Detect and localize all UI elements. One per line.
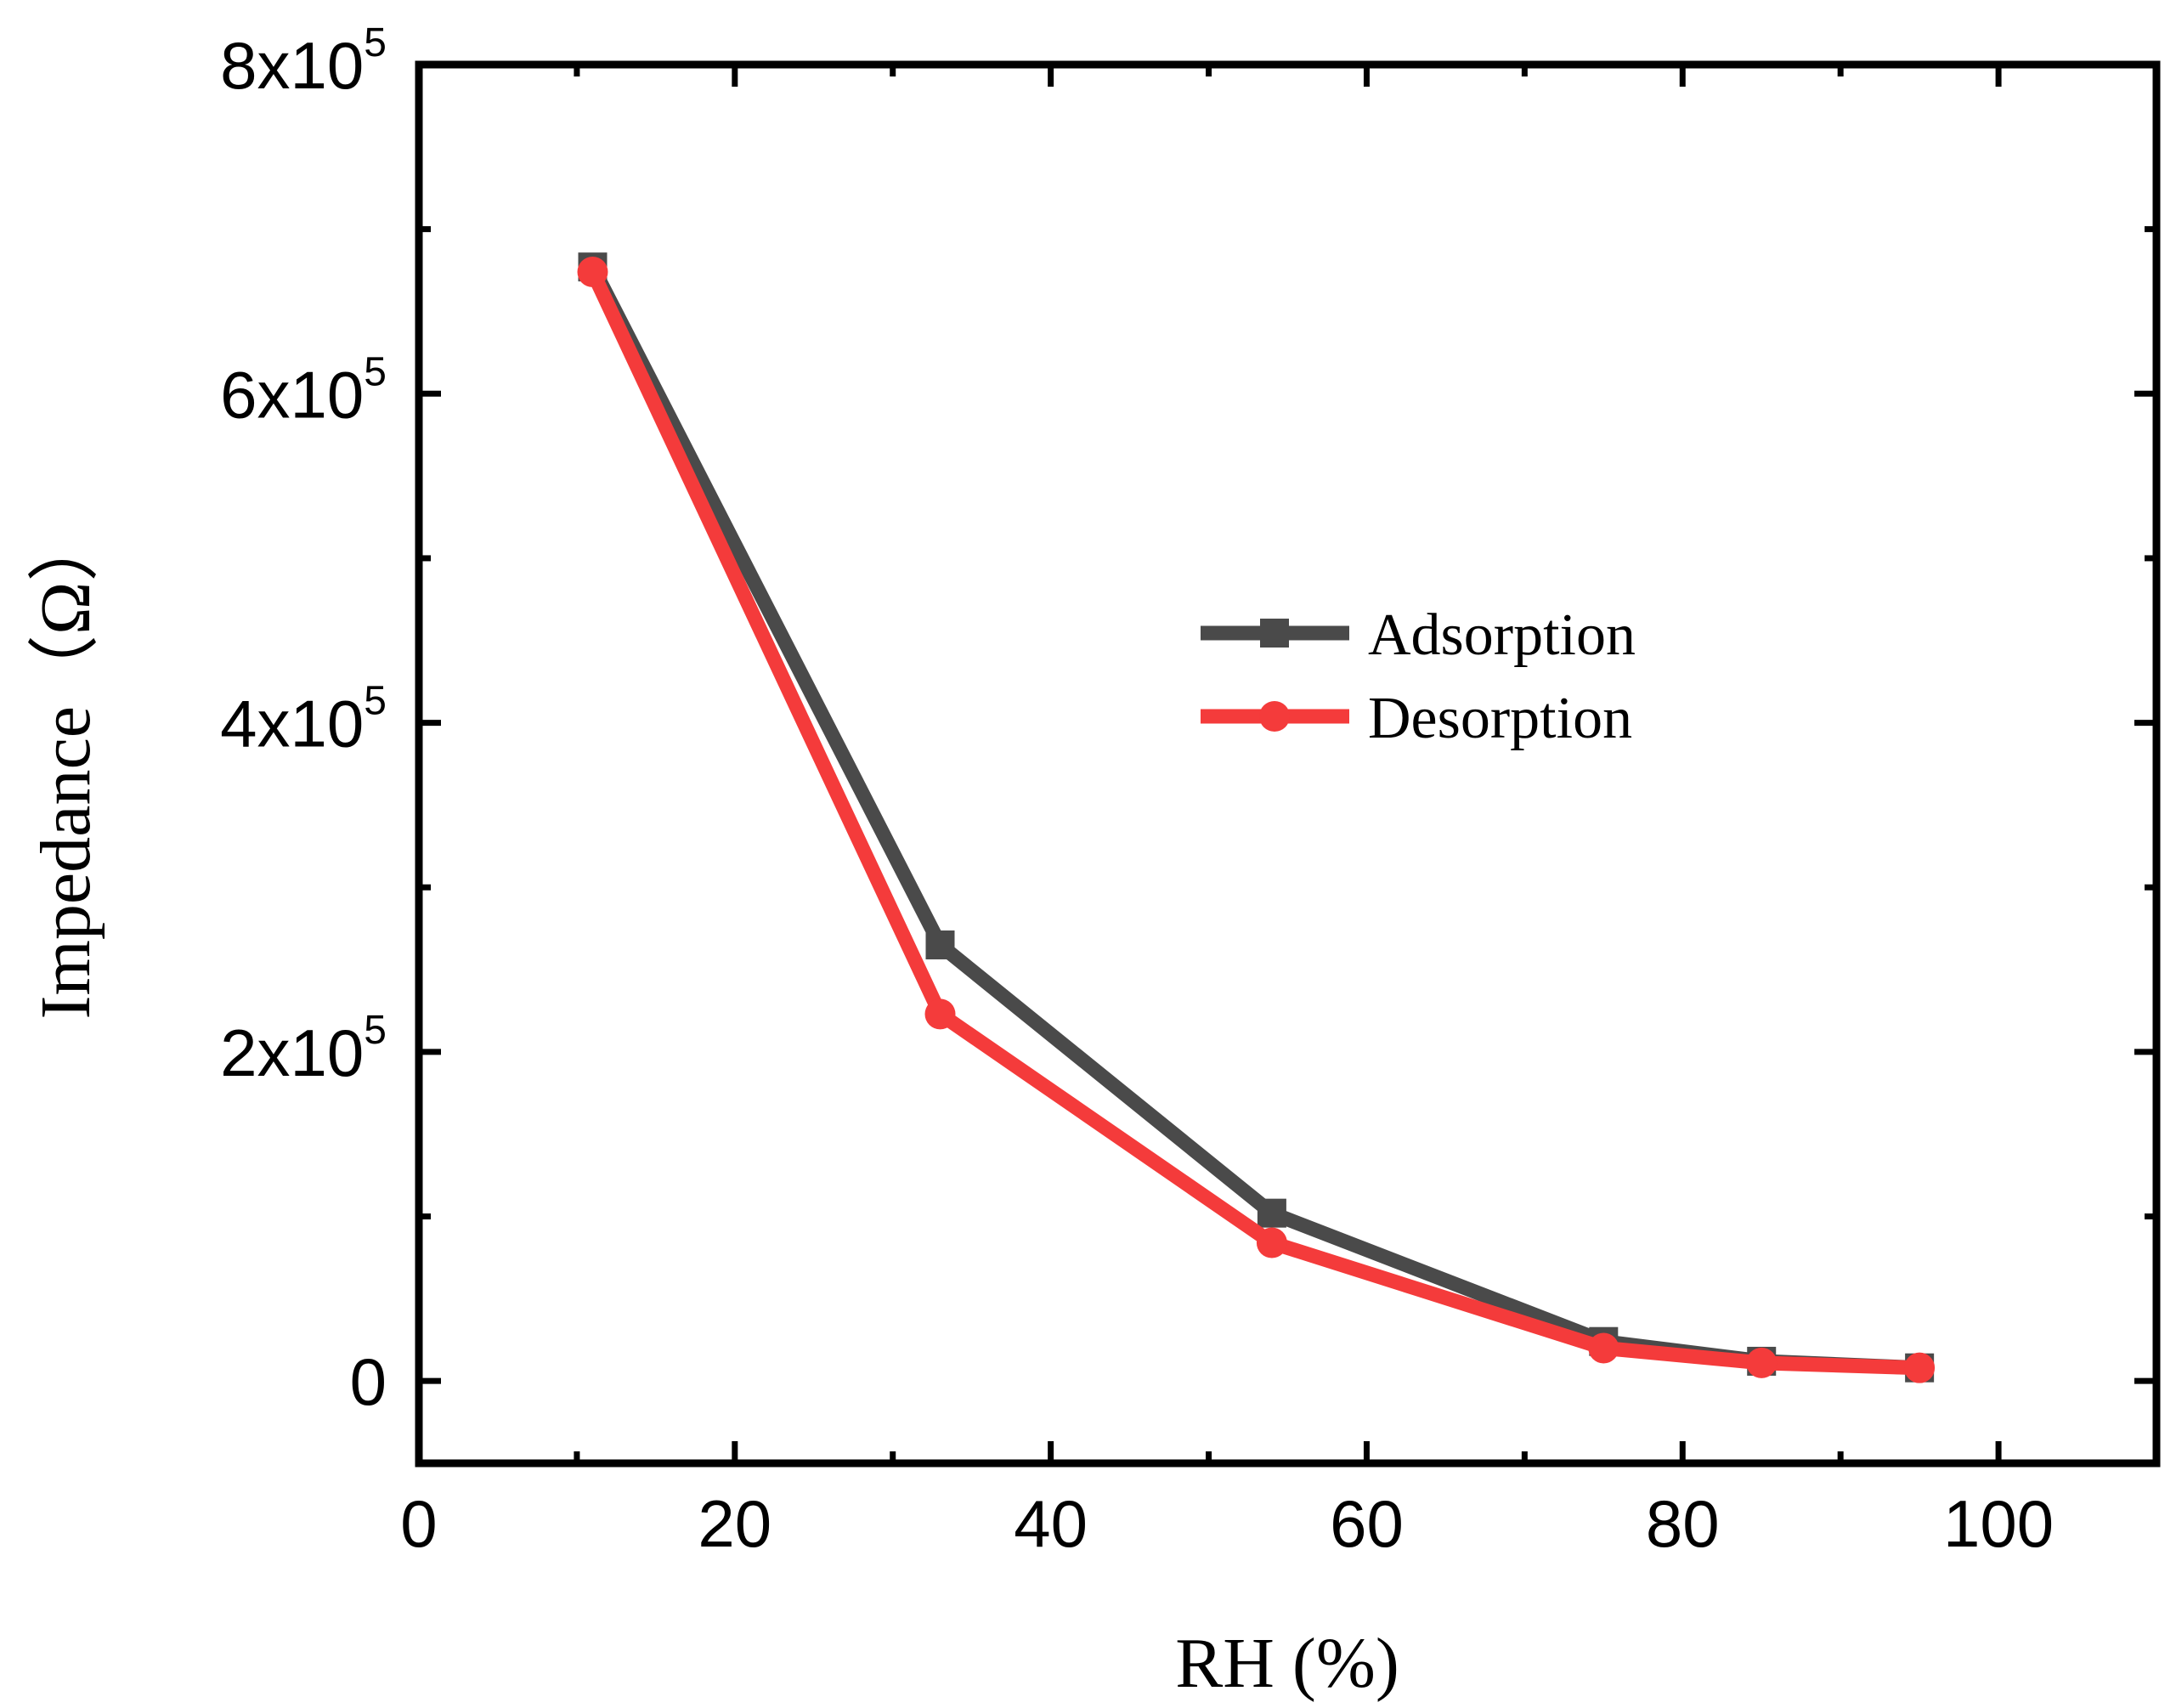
y-tick-label: 2x105 [220, 1008, 387, 1090]
data-point-desorption [1256, 1227, 1287, 1258]
x-tick-label: 40 [1014, 1486, 1088, 1561]
plot-frame [415, 60, 2161, 1468]
y-tick-label: 8x105 [220, 20, 387, 103]
series-line-desorption [585, 264, 1927, 1376]
data-point-desorption [1746, 1347, 1778, 1378]
data-point-desorption [577, 256, 608, 287]
legend-marker-desorption [1259, 701, 1290, 732]
data-point-adsorption [925, 930, 955, 960]
y-axis-title: Impedance（Ω） [26, 511, 105, 1020]
axis-ticks: 0 20 40 60 80 100 0 2x105 4x105 6x105 8x105 [220, 20, 2156, 1561]
series-layer [577, 252, 1936, 1383]
x-tick-label: 80 [1646, 1486, 1720, 1561]
y-tick-label: 6x105 [220, 349, 387, 432]
y-tick-label: 0 [350, 1344, 387, 1419]
legend: Adsorption Desorption [1201, 602, 1636, 751]
x-tick-label: 0 [400, 1486, 437, 1561]
series-line-adsorption [585, 259, 1927, 1376]
x-tick-label: 100 [1943, 1486, 2054, 1561]
data-point-desorption [1588, 1332, 1619, 1364]
data-point-desorption [924, 998, 956, 1030]
x-tick-label: 20 [698, 1486, 771, 1561]
legend-label-desorption: Desorption [1368, 686, 1632, 751]
legend-label-adsorption: Adsorption [1368, 602, 1636, 668]
x-axis-title: RH (%) [1175, 1624, 1399, 1703]
data-point-adsorption [1257, 1198, 1286, 1228]
data-point-desorption [1904, 1352, 1936, 1383]
legend-marker-adsorption [1260, 619, 1289, 648]
x-tick-label: 60 [1330, 1486, 1404, 1561]
y-tick-label: 4x105 [220, 679, 387, 761]
